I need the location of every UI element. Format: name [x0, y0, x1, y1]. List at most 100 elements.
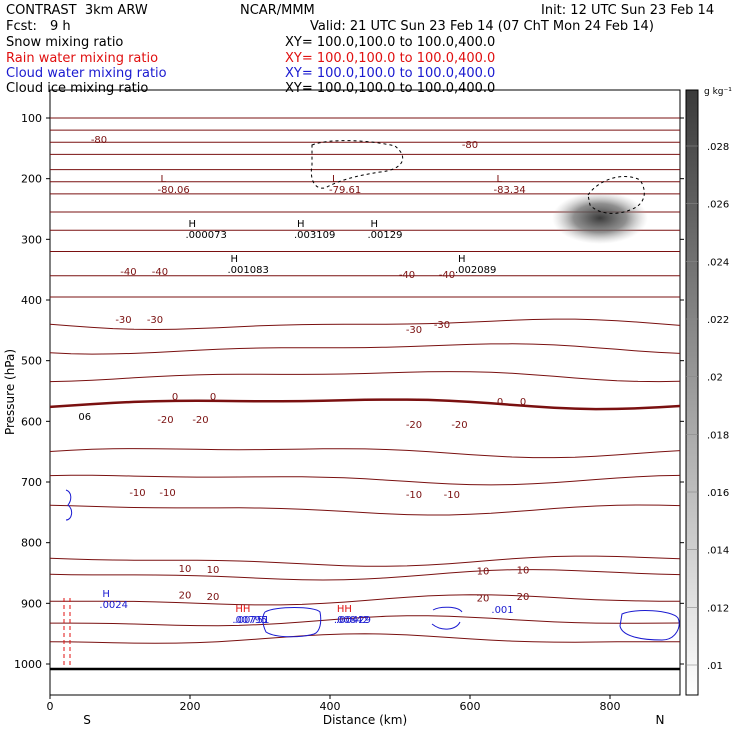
isotherm-label: -20: [451, 420, 467, 431]
isotherm-label: -40: [439, 270, 455, 281]
isotherm-label-lower: 20: [477, 593, 490, 604]
isotherm-label: -30: [434, 320, 450, 331]
cloud-water-contour-left: [65, 489, 73, 521]
y-tick-label: 600: [21, 415, 42, 428]
y-tick-label: 200: [21, 173, 42, 186]
y-tick-label: 300: [21, 233, 42, 246]
colorbar-unit: g kg⁻¹: [704, 87, 732, 97]
colorbar-tick-label: .024: [707, 257, 729, 268]
isotherm-label: -30: [147, 315, 163, 326]
extremum-value: -79.61: [329, 185, 361, 196]
extremum-marker: HH: [235, 604, 250, 615]
header-fcst-label: Fcst:: [6, 19, 37, 34]
x-end-label-south: S: [83, 713, 91, 727]
isotherm-label-zero: 0: [172, 392, 178, 403]
extremum-value: -80.06: [158, 185, 190, 196]
colorbar-tick-label: .012: [707, 603, 729, 614]
extremum-value: 06: [78, 412, 91, 423]
extremum-value: .00429: [336, 615, 371, 626]
colorbar-tick-label: .02: [707, 373, 723, 384]
isotherm-line: [49, 569, 681, 581]
header-valid: Valid: 21 UTC Sun 23 Feb 14 (07 ChT Mon …: [310, 19, 654, 34]
field-xy-cloud-water: XY= 100.0,100.0 to 100.0,400.0: [285, 66, 496, 81]
cloud-water-contour-east: [619, 610, 680, 641]
isotherm-label: -40: [152, 267, 168, 278]
isotherm-label: -20: [406, 420, 422, 431]
rain-contour-left: [63, 598, 71, 668]
extremum-marker: H: [371, 219, 379, 230]
x-tick-label: 200: [180, 700, 201, 713]
header-center: NCAR/MMM: [240, 3, 315, 18]
isotherm-line: [49, 448, 681, 459]
cloud-ice-contour-east: [587, 176, 645, 214]
extremum-value: -83.34: [494, 185, 526, 196]
cloud-ice-contour-center: [310, 140, 404, 189]
isotherm-label: -10: [129, 488, 145, 499]
extremum-marker: H: [458, 254, 466, 265]
extremum-marker: HH: [337, 604, 352, 615]
y-axis-label: Pressure (hPa): [3, 349, 17, 435]
colorbar-tick-label: .018: [707, 430, 729, 441]
colorbar-tick-label: .016: [707, 488, 729, 499]
extremum-value: .001: [491, 605, 513, 616]
extremum-marker: L: [161, 174, 167, 185]
isotherm-label-lower: 20: [517, 592, 530, 603]
isotherm-label: -80: [91, 135, 107, 146]
field-name-snow: Snow mixing ratio: [6, 35, 124, 50]
extremum-value: .00751: [235, 615, 270, 626]
field-xy-cloud-ice: XY= 100.0,100.0 to 100.0,400.0: [285, 81, 496, 96]
extremum-marker: H: [189, 219, 197, 230]
y-tick-label: 700: [21, 476, 42, 489]
cloud-ice-maximum: [552, 192, 648, 244]
extremum-value: .000073: [186, 230, 227, 241]
y-tick-label: 1000: [14, 658, 42, 671]
isotherm-label-lower: 20: [207, 592, 220, 603]
extremum-marker: H: [102, 589, 110, 600]
header-init: Init: 12 UTC Sun 23 Feb 14: [541, 3, 715, 18]
isotherm-line: [49, 371, 681, 383]
isotherm-label: -30: [406, 325, 422, 336]
x-axis-label: Distance (km): [323, 713, 407, 727]
isotherm-label: -10: [406, 490, 422, 501]
extremum-value: .001083: [228, 265, 269, 276]
isotherm-line: [49, 474, 681, 486]
isotherm-label: -40: [120, 267, 136, 278]
isotherm-label-zero: 0: [210, 392, 216, 403]
x-tick-label: 400: [320, 700, 341, 713]
isotherm-label: -20: [157, 415, 173, 426]
cloud-water-contour-right-mid: [431, 606, 463, 630]
extremum-value: .00129: [368, 230, 403, 241]
field-name-cloud-water: Cloud water mixing ratio: [6, 66, 167, 81]
extremum-marker: H: [231, 254, 239, 265]
colorbar-tick-label: .022: [707, 315, 729, 326]
x-tick-label: 600: [460, 700, 481, 713]
isotherm-line: [50, 615, 681, 627]
y-tick-label: 900: [21, 597, 42, 610]
x-end-label-north: N: [656, 713, 665, 727]
field-xy-snow: XY= 100.0,100.0 to 100.0,400.0: [285, 35, 496, 50]
isotherm-line: [49, 504, 681, 516]
isotherm-label-zero: 0: [497, 397, 503, 408]
extremum-marker: H: [297, 219, 305, 230]
isotherm-line: [49, 343, 681, 355]
isotherm-label-lower: 20: [179, 590, 192, 601]
isotherm-label: -80: [462, 140, 478, 151]
x-tick-label: 0: [47, 700, 54, 713]
field-xy-rain: XY= 100.0,100.0 to 100.0,400.0: [285, 51, 496, 66]
field-name-cloud-ice: Cloud ice mixing ratio: [6, 81, 149, 96]
cloud-water-contour-center: [262, 607, 322, 638]
colorbar: [685, 89, 699, 696]
isotherm-label-lower: 10: [477, 566, 490, 577]
isotherm-label: -10: [159, 488, 175, 499]
colorbar-tick-label: .014: [707, 546, 729, 557]
isotherm-line: [49, 318, 681, 331]
isotherm-label-zero: 0: [520, 397, 526, 408]
extremum-value: .00795: [232, 615, 267, 626]
colorbar-tick-label: .026: [707, 200, 729, 211]
isotherm-line: [50, 594, 680, 606]
isotherm-label: -30: [115, 315, 131, 326]
x-tick-label: 800: [600, 700, 621, 713]
header-title: CONTRAST 3km ARW: [6, 3, 148, 18]
isotherm-label-lower: 10: [207, 565, 220, 576]
extremum-marker: L: [497, 174, 503, 185]
